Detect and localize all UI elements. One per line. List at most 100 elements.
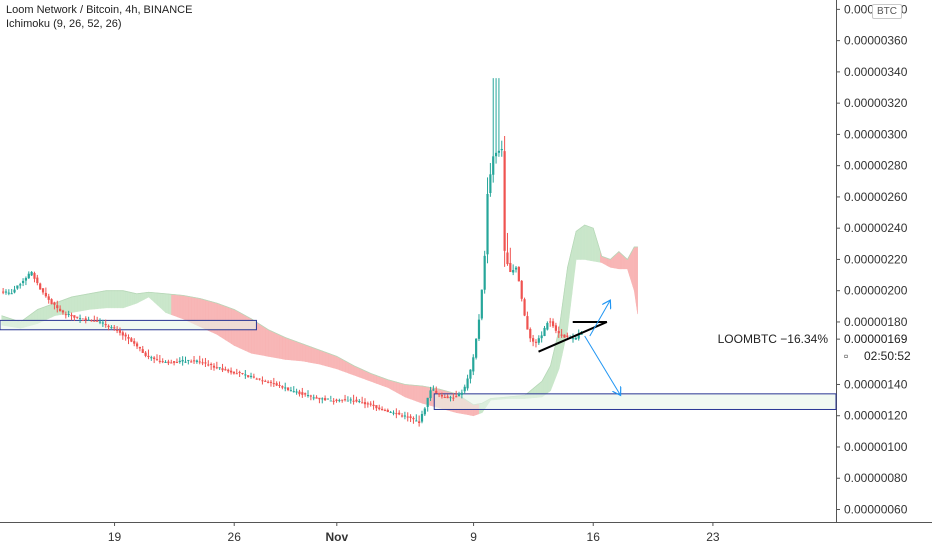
cloud-bear-segment: [313, 347, 318, 364]
currency-badge[interactable]: BTC: [872, 4, 902, 19]
candle-down: [84, 318, 87, 321]
cloud-bull-segment: [162, 293, 167, 314]
x-tick-label: 26: [228, 530, 242, 544]
cloud-bear-segment: [402, 383, 406, 398]
cloud-bear-segment: [279, 334, 283, 360]
candle-down: [212, 365, 216, 368]
candle-up: [449, 397, 452, 399]
candle-down: [252, 376, 255, 378]
cloud-bear-segment: [382, 377, 386, 387]
y-tick-label: 0.00000180: [844, 315, 908, 329]
cloud-bear-segment: [376, 375, 380, 385]
candle-down: [258, 378, 261, 380]
candle-up: [472, 357, 475, 372]
candle-down: [116, 329, 119, 331]
candle-down: [56, 305, 59, 309]
candle-up: [19, 284, 22, 286]
cloud-bull-segment: [74, 295, 78, 313]
cloud-bull-segment: [105, 290, 110, 309]
cloud-bull-segment: [80, 294, 84, 312]
cloud-bull-segment: [77, 295, 81, 312]
indicator-legend: Ichimoku (9, 26, 52, 26): [6, 18, 122, 30]
candle-up: [24, 278, 28, 281]
cloud-bear-segment: [370, 373, 375, 383]
candle-down: [275, 383, 278, 386]
candle-down: [130, 338, 133, 342]
cloud-bear-segment: [307, 345, 312, 363]
candle-down: [369, 403, 372, 405]
candle-up: [489, 174, 492, 194]
cloud-bear-segment: [393, 380, 397, 393]
cloud-bull-segment: [99, 290, 104, 309]
candle-up: [306, 395, 310, 397]
candle-down: [437, 393, 441, 395]
candle-up: [494, 152, 498, 157]
cloud-bear-segment: [330, 353, 335, 369]
candle-down: [269, 381, 273, 383]
cloud-bear-segment: [242, 313, 246, 352]
y-tick-label: 0.00000120: [844, 409, 908, 423]
candle-down: [361, 402, 364, 404]
bar-countdown: 02:50:52: [864, 349, 911, 363]
candle-down: [324, 398, 327, 401]
candle-up: [292, 391, 295, 393]
cloud-bull-segment: [91, 292, 95, 310]
candle-down: [229, 370, 233, 373]
candle-up: [195, 360, 198, 362]
cloud-bear-segment: [325, 351, 329, 367]
candle-down: [435, 390, 438, 394]
candle-up: [392, 412, 395, 414]
y-tick-label: 0.00000320: [844, 96, 908, 110]
cloud-bear-segment: [188, 296, 192, 324]
cloud-bear-segment: [276, 333, 281, 359]
candle-down: [70, 314, 73, 317]
candle-up: [184, 361, 187, 363]
candle-down: [363, 402, 367, 405]
candle-down: [138, 347, 142, 349]
price-symbol-change: LOOMBTC −16.34%: [718, 332, 829, 346]
y-tick-label: 0.00000140: [844, 377, 908, 391]
y-tick-label: 0.00000200: [844, 284, 908, 298]
cloud-bear-segment: [384, 378, 389, 389]
support-zone-box: [0, 319, 257, 331]
candle-up: [150, 357, 153, 359]
candle-down: [210, 363, 213, 365]
candle-up: [492, 156, 495, 175]
cloud-bear-segment: [305, 344, 309, 363]
candle-down: [144, 352, 147, 356]
candle-up: [349, 399, 352, 401]
cloud-bear-segment: [421, 385, 426, 405]
candle-down: [155, 359, 159, 361]
leading-span-a: [1, 224, 638, 406]
candle-down: [167, 361, 170, 364]
trendline-support: [538, 321, 608, 353]
y-tick-label: 0.00000060: [844, 502, 908, 516]
candle-up: [358, 400, 361, 402]
candle-down: [118, 330, 122, 333]
candle-down: [343, 399, 347, 401]
candle-down: [124, 334, 127, 337]
candle-down: [366, 403, 369, 405]
candle-down: [286, 387, 290, 391]
cloud-bull-segment: [94, 291, 98, 310]
cloud-bull-segment: [88, 292, 93, 310]
candle-down: [301, 392, 304, 395]
candle-up: [7, 292, 10, 294]
cloud-bear-segment: [319, 349, 323, 366]
cloud-bear-segment: [404, 384, 409, 399]
cloud-bear-segment: [216, 302, 221, 337]
candle-down: [560, 334, 563, 336]
candle-down: [418, 421, 421, 424]
candle-down: [36, 277, 39, 284]
candle-down: [267, 381, 270, 383]
candle-down: [224, 369, 227, 371]
y-tick-label: 0.00000280: [844, 159, 908, 173]
candle-up: [480, 289, 483, 319]
candle-down: [566, 335, 569, 337]
candle-up: [110, 327, 113, 329]
candle-up: [289, 390, 293, 392]
cloud-bear-segment: [259, 323, 264, 356]
candle-up: [460, 392, 463, 395]
cloud-bear-segment: [413, 384, 417, 402]
